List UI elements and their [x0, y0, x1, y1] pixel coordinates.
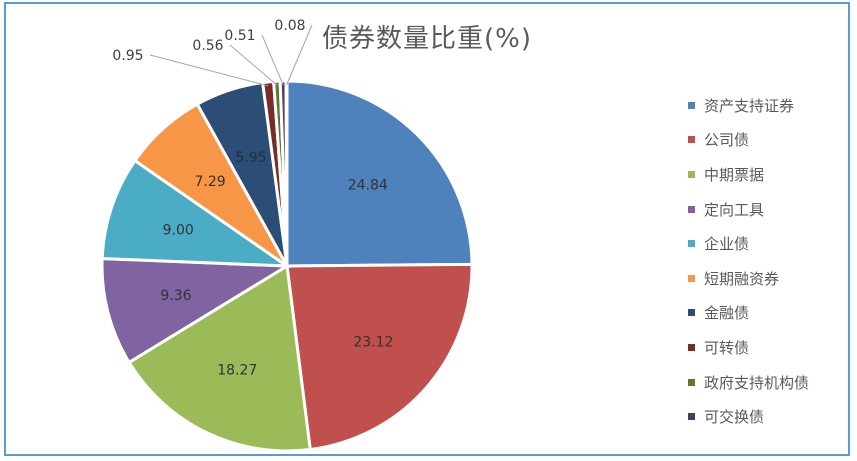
- pie-slice: [284, 79, 289, 267]
- legend-swatch: [688, 274, 695, 282]
- chart-frame: [4, 2, 850, 456]
- data-label: 0.51: [224, 28, 255, 44]
- legend-label: 定向工具: [704, 200, 765, 219]
- data-label: 24.84: [348, 178, 388, 194]
- legend-label: 资产支持证券: [704, 96, 795, 115]
- pie-slice: [100, 158, 293, 268]
- legend-label: 短期融资券: [704, 269, 780, 288]
- data-label: 9.36: [160, 288, 191, 304]
- data-label: 0.08: [274, 18, 305, 34]
- legend-label: 公司债: [704, 131, 750, 150]
- legend-swatch: [688, 101, 695, 109]
- legend-item: 短期融资券: [688, 261, 809, 296]
- data-label: 23.12: [353, 334, 393, 350]
- legend-label: 政府支持机构债: [704, 373, 810, 392]
- legend-item: 资产支持证券: [688, 88, 809, 123]
- legend-swatch: [688, 378, 695, 386]
- pie-slice: [285, 262, 474, 452]
- legend-item: 公司债: [688, 123, 809, 158]
- legend-label: 金融债: [704, 304, 750, 323]
- data-label: 18.27: [217, 362, 257, 378]
- leader-line: [149, 54, 269, 87]
- data-label: 9.00: [163, 223, 194, 239]
- data-label: 5.95: [235, 150, 266, 166]
- leader-line: [229, 44, 278, 86]
- legend: 资产支持证券 公司债中期票据定向工具企业债短期融资券金融债可转债政府支持机构债 可交…: [688, 88, 809, 434]
- data-label: 0.56: [192, 38, 223, 54]
- legend-swatch: [688, 240, 695, 248]
- legend-item: 定向工具: [688, 192, 809, 227]
- legend-label: 企业债: [704, 235, 750, 254]
- pie-slice: [285, 79, 474, 268]
- legend-item: 中期票据: [688, 157, 809, 192]
- legend-swatch: [688, 413, 695, 421]
- legend-label: 可交换债: [704, 408, 765, 427]
- legend-label: 可转债: [704, 338, 750, 357]
- legend-item: 政府支持机构债: [688, 365, 809, 400]
- legend-item: 金融债: [688, 296, 809, 331]
- legend-swatch: [688, 343, 695, 351]
- data-label: 7.29: [194, 174, 225, 190]
- pie-slice: [127, 263, 312, 453]
- data-label: 0.95: [112, 48, 143, 64]
- leader-line: [286, 24, 313, 86]
- leader-line: [261, 34, 284, 86]
- legend-swatch: [688, 205, 695, 213]
- pie-slice: [100, 256, 293, 365]
- legend-item: 可交换债: [688, 399, 809, 434]
- legend-label: 中期票据: [704, 165, 765, 184]
- chart-title: 债券数量比重(%): [322, 24, 532, 54]
- legend-swatch: [688, 136, 695, 144]
- legend-item: 企业债: [688, 226, 809, 261]
- legend-swatch: [688, 170, 695, 178]
- legend-swatch: [688, 309, 695, 317]
- legend-item: 可转债: [688, 330, 809, 365]
